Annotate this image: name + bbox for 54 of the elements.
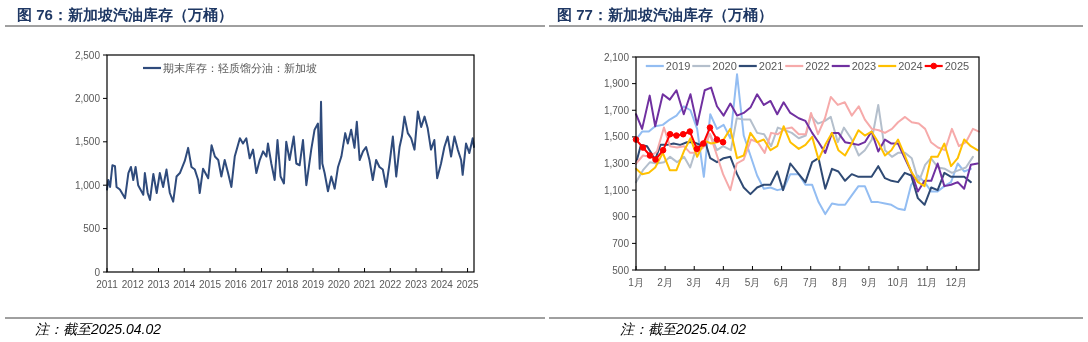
y-tick-label: 1,300 (603, 158, 630, 169)
legend-label: 2022 (805, 60, 830, 72)
y-tick-label: 1,100 (603, 184, 630, 196)
y-tick-label: 1,500 (74, 136, 101, 148)
text: 注：截至2025.04.02 (620, 321, 747, 337)
x-tick-label: 4月 (715, 277, 732, 288)
x-tick-label: 2020 (327, 279, 351, 290)
legend-label: 2021 (758, 60, 784, 72)
legend-label: 2025 (944, 60, 970, 72)
x-tick-label: 2025 (456, 279, 480, 290)
x-tick-label: 2月 (657, 277, 673, 288)
y-tick-label: 500 (83, 223, 101, 235)
x-tick-label: 2024 (430, 279, 454, 290)
y-tick-label: 2,100 (603, 51, 630, 63)
x-tick-label: 2013 (147, 279, 171, 290)
x-tick-label: 2018 (276, 279, 299, 290)
x-tick-label: 9月 (861, 277, 877, 288)
x-tick-label: 2015 (198, 279, 222, 290)
y-tick-label: 700 (612, 237, 630, 249)
x-tick-label: 3月 (686, 277, 703, 288)
x-tick-label: 2016 (224, 279, 248, 290)
x-tick-label: 2022 (379, 279, 402, 290)
x-tick-label: 2014 (173, 279, 196, 290)
x-tick-label: 2017 (250, 279, 274, 290)
x-tick-label: 12月 (945, 277, 967, 288)
x-tick-label: 2019 (301, 279, 325, 290)
y-tick-label: 2,500 (74, 49, 101, 61)
chart-title: 图 76：新加坡汽油库存（万桶） (17, 6, 233, 23)
chart-title: 图 77：新加坡汽油库存（万桶） (557, 6, 773, 23)
legend-label: 2023 (851, 60, 877, 72)
y-tick-label: 0 (94, 266, 101, 278)
y-tick-label: 1,900 (603, 78, 630, 90)
legend-label: 2019 (665, 60, 691, 72)
x-tick-label: 10月 (887, 277, 909, 288)
y-tick-label: 1,500 (603, 131, 630, 143)
x-tick-label: 2011 (96, 279, 119, 290)
x-tick-label: 5月 (744, 277, 761, 288)
legend-label: 2024 (898, 60, 923, 72)
x-tick-label: 8月 (832, 277, 848, 288)
x-tick-label: 6月 (773, 277, 790, 288)
x-tick-label: 7月 (802, 277, 819, 288)
legend-label: 2020 (712, 60, 737, 72)
text: 注：截至2025.04.02 (35, 321, 162, 337)
x-tick-label: 2021 (353, 279, 377, 290)
legend: 期末库存：轻质馏分油：新加坡 (143, 62, 317, 74)
x-tick-label: 2023 (404, 279, 428, 290)
x-tick-label: 11月 (916, 277, 938, 288)
y-tick-label: 500 (612, 264, 630, 276)
x-tick-label: 2012 (121, 279, 145, 290)
y-tick-label: 900 (612, 211, 630, 223)
y-tick-label: 1,000 (74, 179, 101, 191)
x-tick-label: 1月 (628, 277, 644, 288)
y-tick-label: 1,700 (603, 104, 630, 116)
y-tick-label: 2,000 (74, 92, 101, 104)
